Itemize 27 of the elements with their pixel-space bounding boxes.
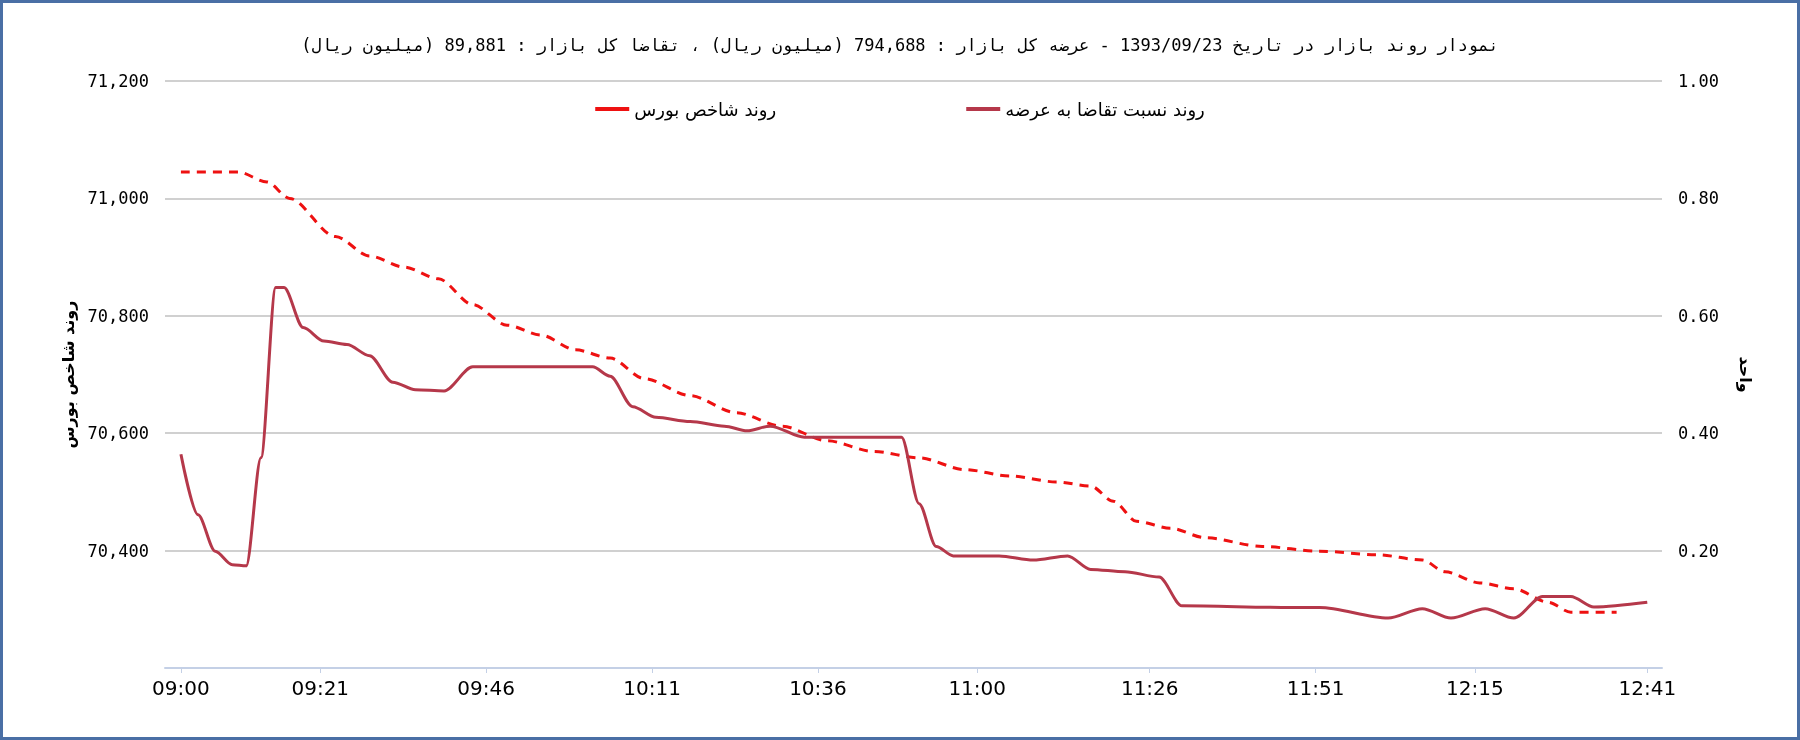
y-tick-label: 70,600 — [87, 423, 149, 444]
x-tick-label: 11:26 — [1120, 676, 1179, 700]
x-tick-label: 10:11 — [623, 676, 681, 700]
chart-title: نمودار روند بازار در تاریخ 1393/09/23 - عرضه کل بازار : 794,688 (میلیون ریال) ، تقاضا کل بازار : 89,881 (میلیون ریال) — [301, 34, 1499, 56]
line-series — [179, 286, 1649, 620]
y2-tick-label: 0.40 — [1678, 423, 1719, 444]
y2-tick-label: 1.00 — [1678, 71, 1719, 91]
y-tick-label: 70,800 — [87, 305, 149, 326]
legend-label: روند نسبت تقاضا به عرضه — [1005, 98, 1205, 121]
x-tick-label: 09:21 — [291, 676, 350, 700]
x-tick-label: 09:46 — [457, 676, 515, 700]
x-tick-label: 10:36 — [789, 676, 847, 700]
x-tick-label: 12:41 — [1618, 676, 1677, 700]
y2-tick-label: 0.60 — [1678, 305, 1719, 326]
y-axis-title: روند شاخص بورس — [59, 300, 79, 449]
y2-tick-label: 0.80 — [1678, 188, 1719, 209]
x-tick-label: 12:15 — [1446, 676, 1504, 700]
legend-label: روند شاخص بورس — [634, 98, 777, 121]
y2-axis-title: واحد — [1735, 356, 1755, 393]
line-series — [179, 170, 1619, 614]
y-tick-label: 71,000 — [87, 188, 149, 209]
x-tick-label: 11:51 — [1286, 676, 1345, 700]
x-tick-label: 09:00 — [152, 676, 210, 700]
y-tick-label: 71,200 — [87, 71, 149, 91]
x-tick-label: 11:00 — [948, 676, 1007, 700]
y2-tick-label: 0.20 — [1678, 540, 1719, 561]
y-tick-label: 70,400 — [87, 540, 149, 561]
